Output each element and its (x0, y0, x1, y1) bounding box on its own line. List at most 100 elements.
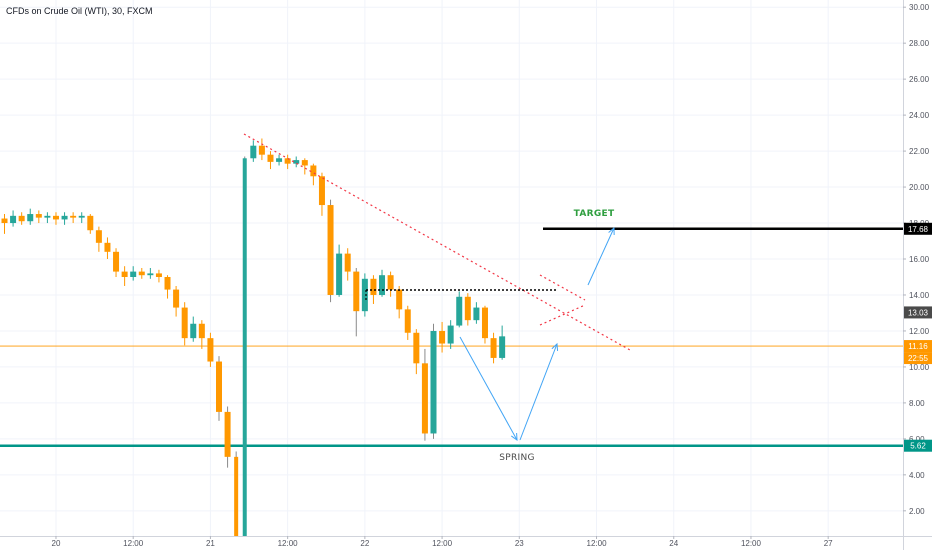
candle-down (181, 307, 188, 339)
candle-down (490, 338, 497, 358)
candle-up (456, 296, 463, 326)
time-tick-label: 12:00 (587, 539, 608, 548)
candle-down (258, 145, 265, 155)
candle-down (18, 215, 25, 222)
projection-arrow-target-head (608, 226, 615, 236)
candle-up (336, 253, 343, 295)
countdown-tag[interactable] (904, 352, 932, 365)
price-tick-label: 10.00 (909, 363, 930, 372)
candle-up (379, 275, 386, 295)
price-tag-spring-text: 5.62 (910, 442, 926, 451)
candle-up (447, 325, 454, 344)
candle-down (234, 456, 239, 536)
candle-up (473, 307, 480, 321)
price-axis[interactable]: 2.004.006.008.0010.0012.0014.0016.0018.0… (903, 0, 932, 550)
candle-down (284, 158, 291, 164)
candle-down (216, 361, 222, 412)
candle-down (301, 160, 308, 166)
candle-down (370, 278, 377, 295)
candle-down (173, 289, 180, 308)
price-tick-label: 24.00 (909, 111, 930, 120)
grid (0, 0, 903, 536)
time-tick-label: 27 (824, 539, 833, 548)
candle-down (52, 215, 59, 220)
price-tag-13[interactable] (904, 306, 932, 319)
price-tag-spring[interactable] (904, 439, 932, 452)
candle-down (121, 271, 128, 277)
drawings[interactable] (0, 227, 903, 447)
break-marker-lower[interactable] (539, 304, 586, 326)
downtrend-line[interactable] (243, 133, 631, 351)
price-tick-label: 20.00 (909, 183, 930, 192)
candle-down (95, 230, 102, 243)
price-tag-current-text: 11.16 (908, 342, 928, 351)
price-tick-label: 22.00 (909, 147, 930, 156)
price-tag-13-text: 13.03 (908, 308, 929, 317)
price-tick-label: 26.00 (909, 75, 930, 84)
candle-down (439, 330, 446, 344)
overlay-drawings[interactable]: TARGET SPRING (243, 133, 631, 463)
candle-up (430, 330, 437, 434)
projection-arrow-up[interactable] (519, 343, 558, 441)
time-tick-label: 21 (206, 539, 215, 548)
candle-up (361, 278, 368, 312)
chart-title: CFDs on Crude Oil (WTI), 30, FXCM (6, 6, 153, 16)
candle-up (276, 158, 283, 162)
time-tick-label: 20 (52, 539, 61, 548)
candle-down (70, 215, 77, 218)
candle-down (344, 253, 351, 272)
candle-up (10, 215, 17, 224)
time-tick-label: 12:00 (432, 539, 453, 548)
candle-down (464, 296, 471, 321)
candle-up (147, 273, 154, 276)
time-tick-label: 23 (515, 539, 524, 548)
time-axis[interactable]: 12:002012:002112:002212:002312:002412:00… (0, 536, 932, 548)
countdown-tag-text: 22:55 (908, 354, 929, 363)
time-tick-label: 12:00 (741, 539, 762, 548)
price-tag-current[interactable] (904, 340, 932, 353)
price-tag-target-text: 17.68 (908, 225, 929, 234)
candle-down (207, 338, 214, 362)
candle-down (224, 411, 231, 457)
price-tick-label: 30.00 (909, 3, 930, 12)
spring-label: SPRING (499, 453, 535, 463)
candle-down (104, 242, 111, 252)
time-tick-label: 24 (669, 539, 678, 548)
break-marker-upper[interactable] (539, 274, 586, 301)
projection-arrow-down-head (510, 432, 518, 442)
candle-down (1, 218, 8, 224)
candle-up (242, 158, 247, 537)
projection-arrow-down[interactable] (459, 336, 518, 441)
time-tick-label: 12:00 (278, 539, 299, 548)
time-tick-label: 22 (360, 539, 369, 548)
projection-arrow-up-head (551, 342, 559, 352)
price-tag-target[interactable] (904, 222, 932, 235)
candles (1, 138, 506, 537)
price-tick-label: 28.00 (909, 39, 930, 48)
candle-up (44, 215, 51, 218)
projection-arrow-target[interactable] (587, 227, 615, 286)
candle-up (499, 336, 506, 358)
candle-up (190, 323, 197, 339)
candle-down (155, 273, 162, 277)
candle-up (61, 215, 68, 220)
price-tick-label: 12.00 (909, 327, 930, 336)
candle-down (421, 363, 428, 434)
candle-up (78, 215, 85, 218)
candle-down (396, 289, 403, 310)
candle-up (27, 214, 34, 222)
price-tick-label: 6.00 (909, 435, 925, 444)
candle-down (113, 251, 120, 272)
candle-down (413, 332, 420, 364)
time-tick-label: 12:00 (123, 539, 144, 548)
candle-down (267, 154, 274, 162)
candle-down (318, 176, 325, 206)
candle-down (87, 215, 94, 231)
candle-down (353, 271, 360, 312)
candle-down (481, 307, 488, 339)
candle-down (387, 275, 394, 290)
price-tick-label: 4.00 (909, 471, 925, 480)
price-tick-label: 16.00 (909, 255, 930, 264)
